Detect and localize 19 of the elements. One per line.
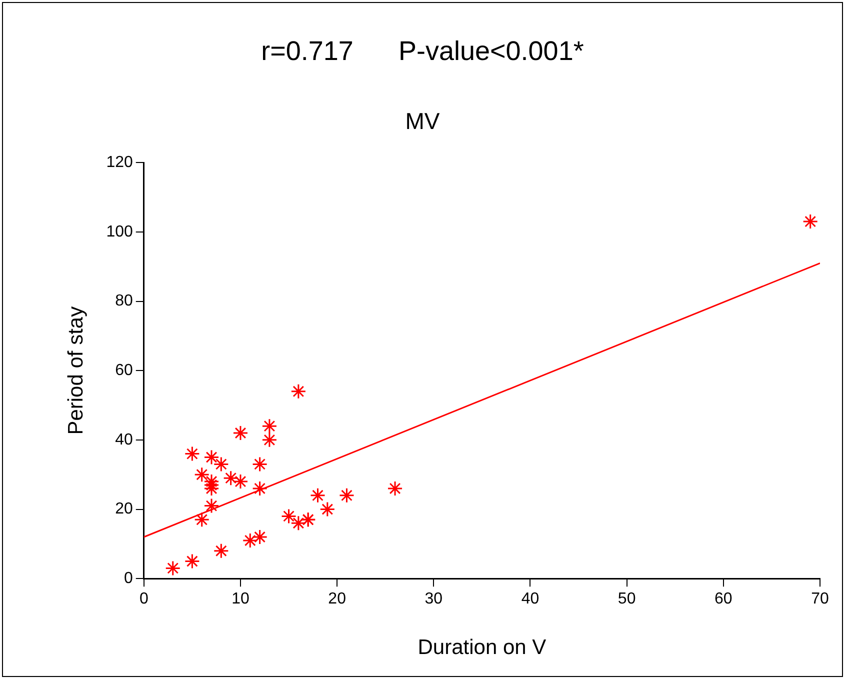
- x-axis-title: Duration on V: [418, 636, 546, 660]
- y-tick-label: 0: [124, 570, 133, 588]
- y-axis-title: Period of stay: [64, 306, 88, 435]
- x-tick-label: 50: [618, 590, 636, 608]
- y-tick-label: 60: [115, 362, 133, 380]
- x-tick-label: 40: [521, 590, 540, 608]
- x-tick-label: 20: [328, 590, 346, 608]
- y-tick-label: 100: [106, 223, 133, 240]
- chart-subtitle: MV: [404, 108, 441, 135]
- chart-title: r=0.717 P-value<0.001*: [260, 36, 585, 67]
- y-tick-label: 20: [115, 500, 133, 518]
- x-tick-label: 0: [139, 590, 148, 608]
- y-tick-label: 40: [115, 431, 133, 448]
- x-tick-label: 70: [811, 590, 829, 608]
- x-tick-label: 30: [424, 590, 443, 608]
- x-tick-label: 60: [714, 590, 732, 608]
- x-tick-label: 10: [232, 590, 250, 608]
- y-tick-label: 120: [106, 154, 133, 172]
- y-tick-label: 80: [115, 292, 133, 310]
